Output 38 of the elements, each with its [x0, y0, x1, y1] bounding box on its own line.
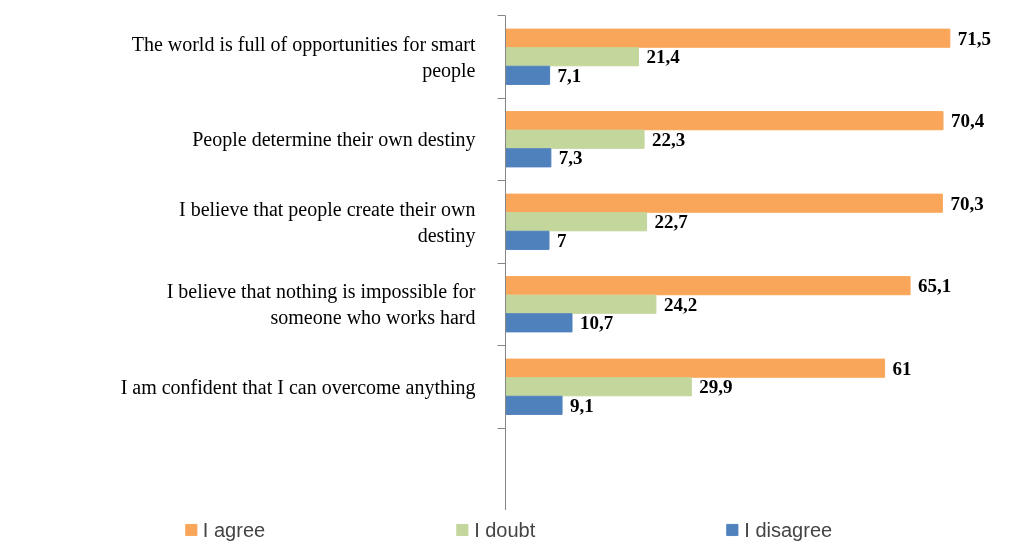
y-tick-label: People determine their own destiny	[192, 128, 476, 152]
data-label: 61	[892, 357, 912, 379]
bar	[505, 377, 692, 397]
data-label: 21,4	[646, 46, 681, 68]
legend-label: I doubt	[474, 518, 536, 541]
bar	[505, 212, 648, 232]
data-label: 70,3	[950, 192, 984, 214]
data-label: 70,4	[951, 110, 985, 132]
bar	[505, 294, 657, 314]
bar	[505, 28, 951, 48]
bar	[505, 111, 944, 131]
data-label: 7,3	[558, 147, 583, 169]
data-label: 7	[557, 229, 567, 251]
legend-label: I agree	[202, 518, 266, 541]
data-label: 10,7	[580, 312, 614, 334]
y-tick-label: I am confident that I can overcome anything	[120, 375, 476, 399]
legend-label: I disagree	[744, 518, 833, 541]
bar	[505, 230, 550, 250]
y-tick-label: I believe that nothing is impossible for someone who works hard	[166, 280, 476, 329]
data-label: 9,1	[570, 394, 594, 416]
data-label: 24,2	[663, 293, 698, 315]
bar	[505, 129, 645, 149]
data-label: 71,5	[957, 27, 992, 49]
data-label: 7,1	[557, 64, 582, 86]
y-tick-label: The world is full of opportunities for smart people	[131, 32, 476, 82]
bar	[505, 47, 639, 67]
bar	[505, 193, 943, 213]
bar	[505, 358, 886, 378]
data-label: 65,1	[918, 275, 952, 297]
bar	[505, 148, 552, 168]
bar	[505, 276, 911, 296]
bar	[505, 313, 573, 333]
bar	[505, 65, 551, 85]
data-label: 22,7	[654, 211, 689, 233]
bar	[505, 395, 563, 415]
y-tick-label: I believe that people create their own destiny	[178, 197, 476, 247]
data-label: 22,3	[652, 128, 686, 150]
data-label: 29,9	[699, 376, 733, 398]
